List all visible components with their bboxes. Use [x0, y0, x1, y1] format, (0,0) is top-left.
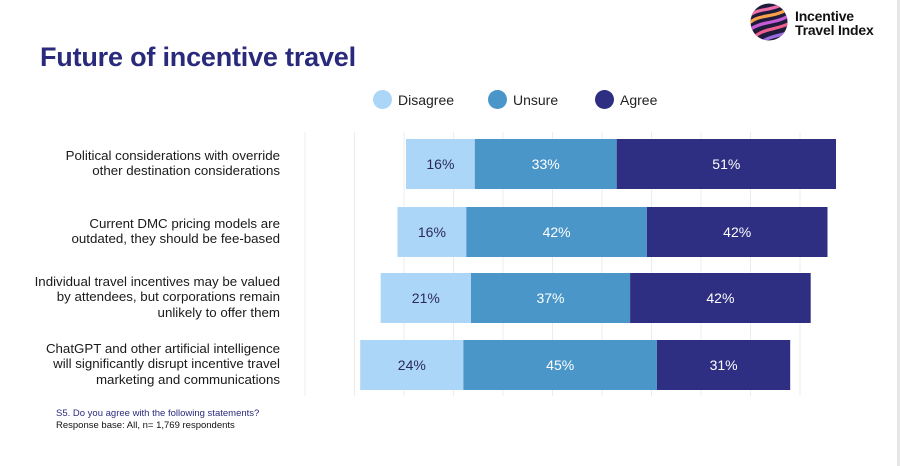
bar-row: 16% 33% 51% — [406, 139, 836, 189]
statement-line: Individual travel incentives may be valu… — [34, 273, 280, 289]
statement-line: outdated, they should be fee-based — [71, 231, 280, 246]
data-label-disagree: 16% — [426, 156, 454, 172]
legend: Disagree Unsure Agree — [0, 90, 900, 110]
data-label-agree: 51% — [712, 156, 740, 172]
bar-unsure — [463, 340, 657, 390]
legend-item-agree: Agree — [595, 90, 657, 109]
brand-logo: Incentive Travel Index — [750, 3, 890, 43]
response-base: Response base: All, n= 1,769 respondents — [56, 420, 235, 431]
statement-label: Political considerations with override ot… — [20, 148, 280, 179]
data-label-agree: 42% — [723, 224, 751, 240]
data-label-unsure: 33% — [532, 156, 560, 172]
statement-label: Current DMC pricing models are outdated, … — [20, 216, 280, 247]
bar-row: 21% 37% 42% — [380, 273, 811, 323]
data-label-unsure: 37% — [536, 290, 564, 306]
legend-swatch-unsure — [488, 90, 507, 109]
statement-line: Current DMC pricing models are — [89, 215, 280, 231]
data-label-disagree: 21% — [412, 290, 440, 306]
data-label-unsure: 42% — [543, 224, 571, 240]
statement-line: ChatGPT and other artificial intelligenc… — [45, 340, 280, 356]
survey-question: S5. Do you agree with the following stat… — [56, 408, 260, 419]
logo-line-2: Travel Index — [795, 22, 874, 38]
bar-unsure — [474, 139, 617, 189]
logo-text: Incentive Travel Index — [795, 9, 874, 37]
bar-row: 16% 42% 42% — [397, 207, 828, 257]
bar-row: 24% 45% 31% — [360, 340, 791, 390]
bar-unsure — [471, 273, 631, 323]
data-label-unsure: 45% — [546, 357, 574, 373]
bar-agree — [646, 207, 828, 257]
legend-item-disagree: Disagree — [373, 90, 454, 109]
legend-item-unsure: Unsure — [488, 90, 558, 109]
legend-swatch-disagree — [373, 90, 392, 109]
legend-label-unsure: Unsure — [513, 91, 559, 108]
bar-unsure — [466, 207, 647, 257]
statement-label: ChatGPT and other artificial intelligenc… — [20, 341, 280, 388]
statement-line: unlikely to offer them — [157, 304, 280, 320]
data-label-agree: 42% — [706, 290, 734, 306]
bar-disagree — [360, 340, 464, 390]
statement-line: by attendees, but corporations remain — [56, 289, 280, 305]
bar-disagree — [380, 273, 471, 323]
statement-line: Political considerations with override — [65, 147, 280, 163]
legend-swatch-agree — [595, 90, 614, 109]
data-label-disagree: 24% — [398, 357, 426, 373]
legend-label-disagree: Disagree — [398, 91, 455, 108]
legend-label-agree: Agree — [620, 91, 658, 108]
bar-agree — [656, 340, 791, 390]
data-label-disagree: 16% — [418, 224, 446, 240]
logo-mark-icon — [750, 3, 788, 41]
statement-line: will significantly disrupt incentive tra… — [53, 356, 280, 372]
bar-agree — [630, 273, 811, 323]
data-label-agree: 31% — [710, 357, 738, 373]
bar-disagree — [397, 207, 467, 257]
statement-label: Individual travel incentives may be valu… — [20, 274, 280, 321]
statement-line: marketing and communications — [95, 371, 280, 387]
bar-agree — [616, 139, 836, 189]
page-edge — [897, 0, 900, 466]
logo-line-1: Incentive — [795, 8, 854, 24]
bar-disagree — [406, 139, 475, 189]
statement-line: other destination considerations — [92, 163, 280, 178]
page-title: Future of incentive travel — [40, 42, 356, 72]
